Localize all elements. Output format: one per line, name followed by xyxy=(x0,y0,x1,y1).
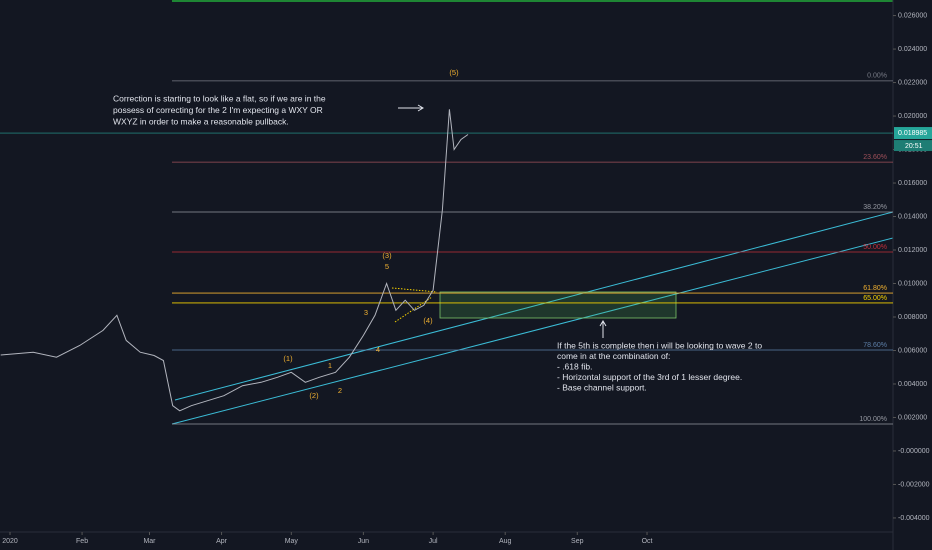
fib-label: 61.80% xyxy=(863,285,887,292)
note-line: Correction is starting to look like a fl… xyxy=(113,93,326,103)
y-tick-label: 0.004000 xyxy=(898,381,927,388)
x-tick-label: Oct xyxy=(642,538,653,545)
x-tick-label: Mar xyxy=(143,538,156,545)
wave-label: 3 xyxy=(364,308,368,317)
y-tick-label: -0.000000 xyxy=(898,448,930,455)
wave-label: (5) xyxy=(449,68,459,77)
note-line: WXYZ in order to make a reasonable pullb… xyxy=(113,116,289,126)
wave-label: (4) xyxy=(423,316,433,325)
x-tick-label: Aug xyxy=(499,538,512,545)
x-tick-label: May xyxy=(285,538,299,545)
fib-label: 100.00% xyxy=(859,416,887,423)
fib-label: 78.60% xyxy=(863,342,887,349)
x-tick-label: Apr xyxy=(216,538,228,545)
countdown-badge xyxy=(894,140,932,152)
x-tick-label: 2020 xyxy=(2,538,18,545)
x-tick-label: Jul xyxy=(429,538,438,545)
fib-label: 23.60% xyxy=(863,154,887,161)
price-badge-label: 0.018985 xyxy=(898,130,927,137)
y-tick-label: 0.006000 xyxy=(898,347,927,354)
countdown-label: 20:51 xyxy=(905,143,923,150)
price-badge xyxy=(894,127,932,140)
y-tick-label: 0.024000 xyxy=(898,46,927,53)
note-line: - Base channel support. xyxy=(557,382,647,392)
y-tick-label: 0.012000 xyxy=(898,247,927,254)
price-series xyxy=(0,109,469,412)
y-tick-label: 0.010000 xyxy=(898,280,927,287)
y-tick-label: 0.020000 xyxy=(898,113,927,120)
note-line: come in at the combination of: xyxy=(557,351,670,361)
note-line: - .618 fib. xyxy=(557,361,592,371)
y-tick-label: -0.004000 xyxy=(898,515,930,522)
wave-label: (3) xyxy=(382,251,392,260)
fib-label: 0.00% xyxy=(867,73,887,80)
wave-label: 5 xyxy=(385,262,389,271)
y-tick-label: 0.016000 xyxy=(898,180,927,187)
x-tick-label: Feb xyxy=(76,538,88,545)
wave-label: 4 xyxy=(376,345,380,354)
wave-label: 1 xyxy=(328,361,332,370)
wave-label: 2 xyxy=(338,386,342,395)
fib-label: 38.20% xyxy=(863,204,887,211)
y-tick-label: 0.022000 xyxy=(898,79,927,86)
y-tick-label: 0.014000 xyxy=(898,213,927,220)
channel-top xyxy=(174,211,894,401)
wave-label: (1) xyxy=(283,354,293,363)
y-tick-label: 0.026000 xyxy=(898,12,927,19)
arrow-head xyxy=(417,104,424,112)
note-line: possess of correcting for the 2 I'm expe… xyxy=(113,105,323,115)
fib-label: 50.00% xyxy=(863,244,887,251)
y-tick-label: 0.002000 xyxy=(898,414,927,421)
fib-label: 65.00% xyxy=(863,295,887,302)
x-tick-label: Sep xyxy=(571,538,584,545)
x-tick-label: Jun xyxy=(358,538,369,545)
channel-base xyxy=(171,237,894,425)
arrow-head xyxy=(599,320,607,327)
wave-label: (2) xyxy=(309,391,319,400)
y-tick-label: -0.002000 xyxy=(898,481,930,488)
note-line: If the 5th is complete then i will be lo… xyxy=(557,340,762,350)
target-box xyxy=(439,291,677,319)
y-tick-label: 0.008000 xyxy=(898,314,927,321)
note-line: - Horizontal support of the 3rd of 1 les… xyxy=(557,372,742,382)
